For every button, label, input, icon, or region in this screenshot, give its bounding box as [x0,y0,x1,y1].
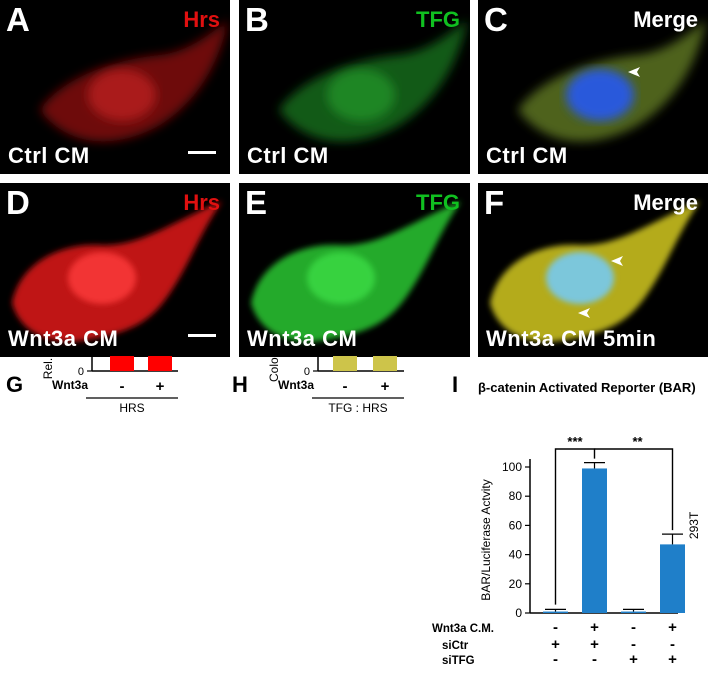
y-tick-label: 0 [515,606,522,620]
bar [333,356,357,371]
channel-label: Merge [633,7,698,32]
bar [148,356,172,371]
group-label: HRS [119,401,144,415]
micrograph-panel-d: D Hrs Wnt3a CM [0,183,230,357]
significance-bracket [554,448,596,605]
arrowhead-icon [611,256,623,266]
channel-label: Merge [633,190,698,215]
condition-sign: + [590,636,599,653]
x-category-label: + [381,378,390,395]
y-tick-label: 100 [502,460,522,474]
channel-label: TFG [416,190,460,215]
condition-sign: + [668,619,677,636]
micrograph-panel-f: F Merge Wnt3a CM 5min [478,183,708,357]
cell-image [279,20,467,142]
cell-image [251,201,461,342]
row-label: Wnt3a [278,378,314,392]
condition-sign: - [553,619,558,636]
cell-image [40,20,228,142]
bar [110,356,134,371]
cell-line-label: 293T [687,511,701,539]
cell-nucleus [566,69,634,121]
arrowhead-icon [628,67,640,77]
cell-nucleus [307,252,375,304]
significance-marker: *** [567,434,583,449]
y-axis-label: Colocalization (Pearon's) [267,356,281,382]
significance-bracket [594,448,674,531]
chart-title: β-catenin Activated Reporter (BAR) [478,380,696,395]
arrowhead-icon [578,308,590,318]
condition-sign: + [590,619,599,636]
bar [660,544,685,613]
condition-label: Ctrl CM [486,143,568,168]
y-tick-label: 60 [509,518,523,532]
micrograph-panel-a: A Hrs Ctrl CM [0,0,230,174]
cell-nucleus [327,69,395,121]
condition-sign: + [551,636,560,653]
condition-label: Ctrl CM [247,143,329,168]
cell-nucleus [546,252,614,304]
panel-letter: E [245,184,268,221]
y-tick-label: 0 [78,366,84,378]
bar [373,356,397,371]
cell-image [12,201,222,342]
condition-sign: - [553,651,558,668]
condition-row-label: Wnt3a C.M. [432,623,494,635]
y-axis-label: Rel. Fluorescence / Cell [41,356,55,379]
condition-sign: - [592,651,597,668]
micrograph-panel-c: C Merge Ctrl CM [478,0,708,174]
x-category-label: - [120,378,125,395]
cell-image [490,201,700,342]
panel-letter: B [245,1,269,38]
channel-label: TFG [416,7,460,32]
condition-label: Ctrl CM [8,143,90,168]
condition-sign: + [668,651,677,668]
condition-sign: - [631,636,636,653]
micrograph-panel-e: E TFG Wnt3a CM [239,183,470,357]
bar [543,611,568,613]
bar [582,468,607,613]
condition-label: Wnt3a CM [8,326,119,351]
cell-nucleus [88,69,156,121]
channel-label: Hrs [183,190,220,215]
panel-letter: F [484,184,505,221]
bar-charts: G0255075100Rel. Fluorescence / Cell-+*Wn… [6,356,701,668]
bar [621,611,646,613]
y-tick-label: 0 [304,366,310,378]
condition-row-label: siTFG [442,655,475,667]
scale-bar [188,151,216,154]
cell-image [518,20,706,142]
row-label: Wnt3a [52,378,88,392]
condition-label: Wnt3a CM 5min [486,326,657,351]
y-tick-label: 80 [509,489,523,503]
y-axis-label: BAR/Luciferase Actvity [479,479,493,600]
group-label: TFG : HRS [328,401,387,415]
micrograph-panel-b: B TFG Ctrl CM [239,0,470,174]
panel-letter: D [6,184,30,221]
condition-sign: - [670,636,675,653]
y-tick-label: 40 [509,548,523,562]
significance-marker: ** [632,434,643,449]
condition-row-label: siCtr [442,640,469,652]
panel-letter: G [6,372,23,397]
condition-label: Wnt3a CM [247,326,358,351]
panel-letter: H [232,372,248,397]
y-tick-label: 20 [509,577,523,591]
channel-label: Hrs [183,7,220,32]
condition-sign: - [631,619,636,636]
scale-bar [188,334,216,337]
x-category-label: - [343,378,348,395]
cell-nucleus [68,252,136,304]
panel-letter: C [484,1,508,38]
panel-letter: A [6,1,30,38]
panel-letter: I [452,372,458,397]
condition-sign: + [629,651,638,668]
x-category-label: + [156,378,165,395]
